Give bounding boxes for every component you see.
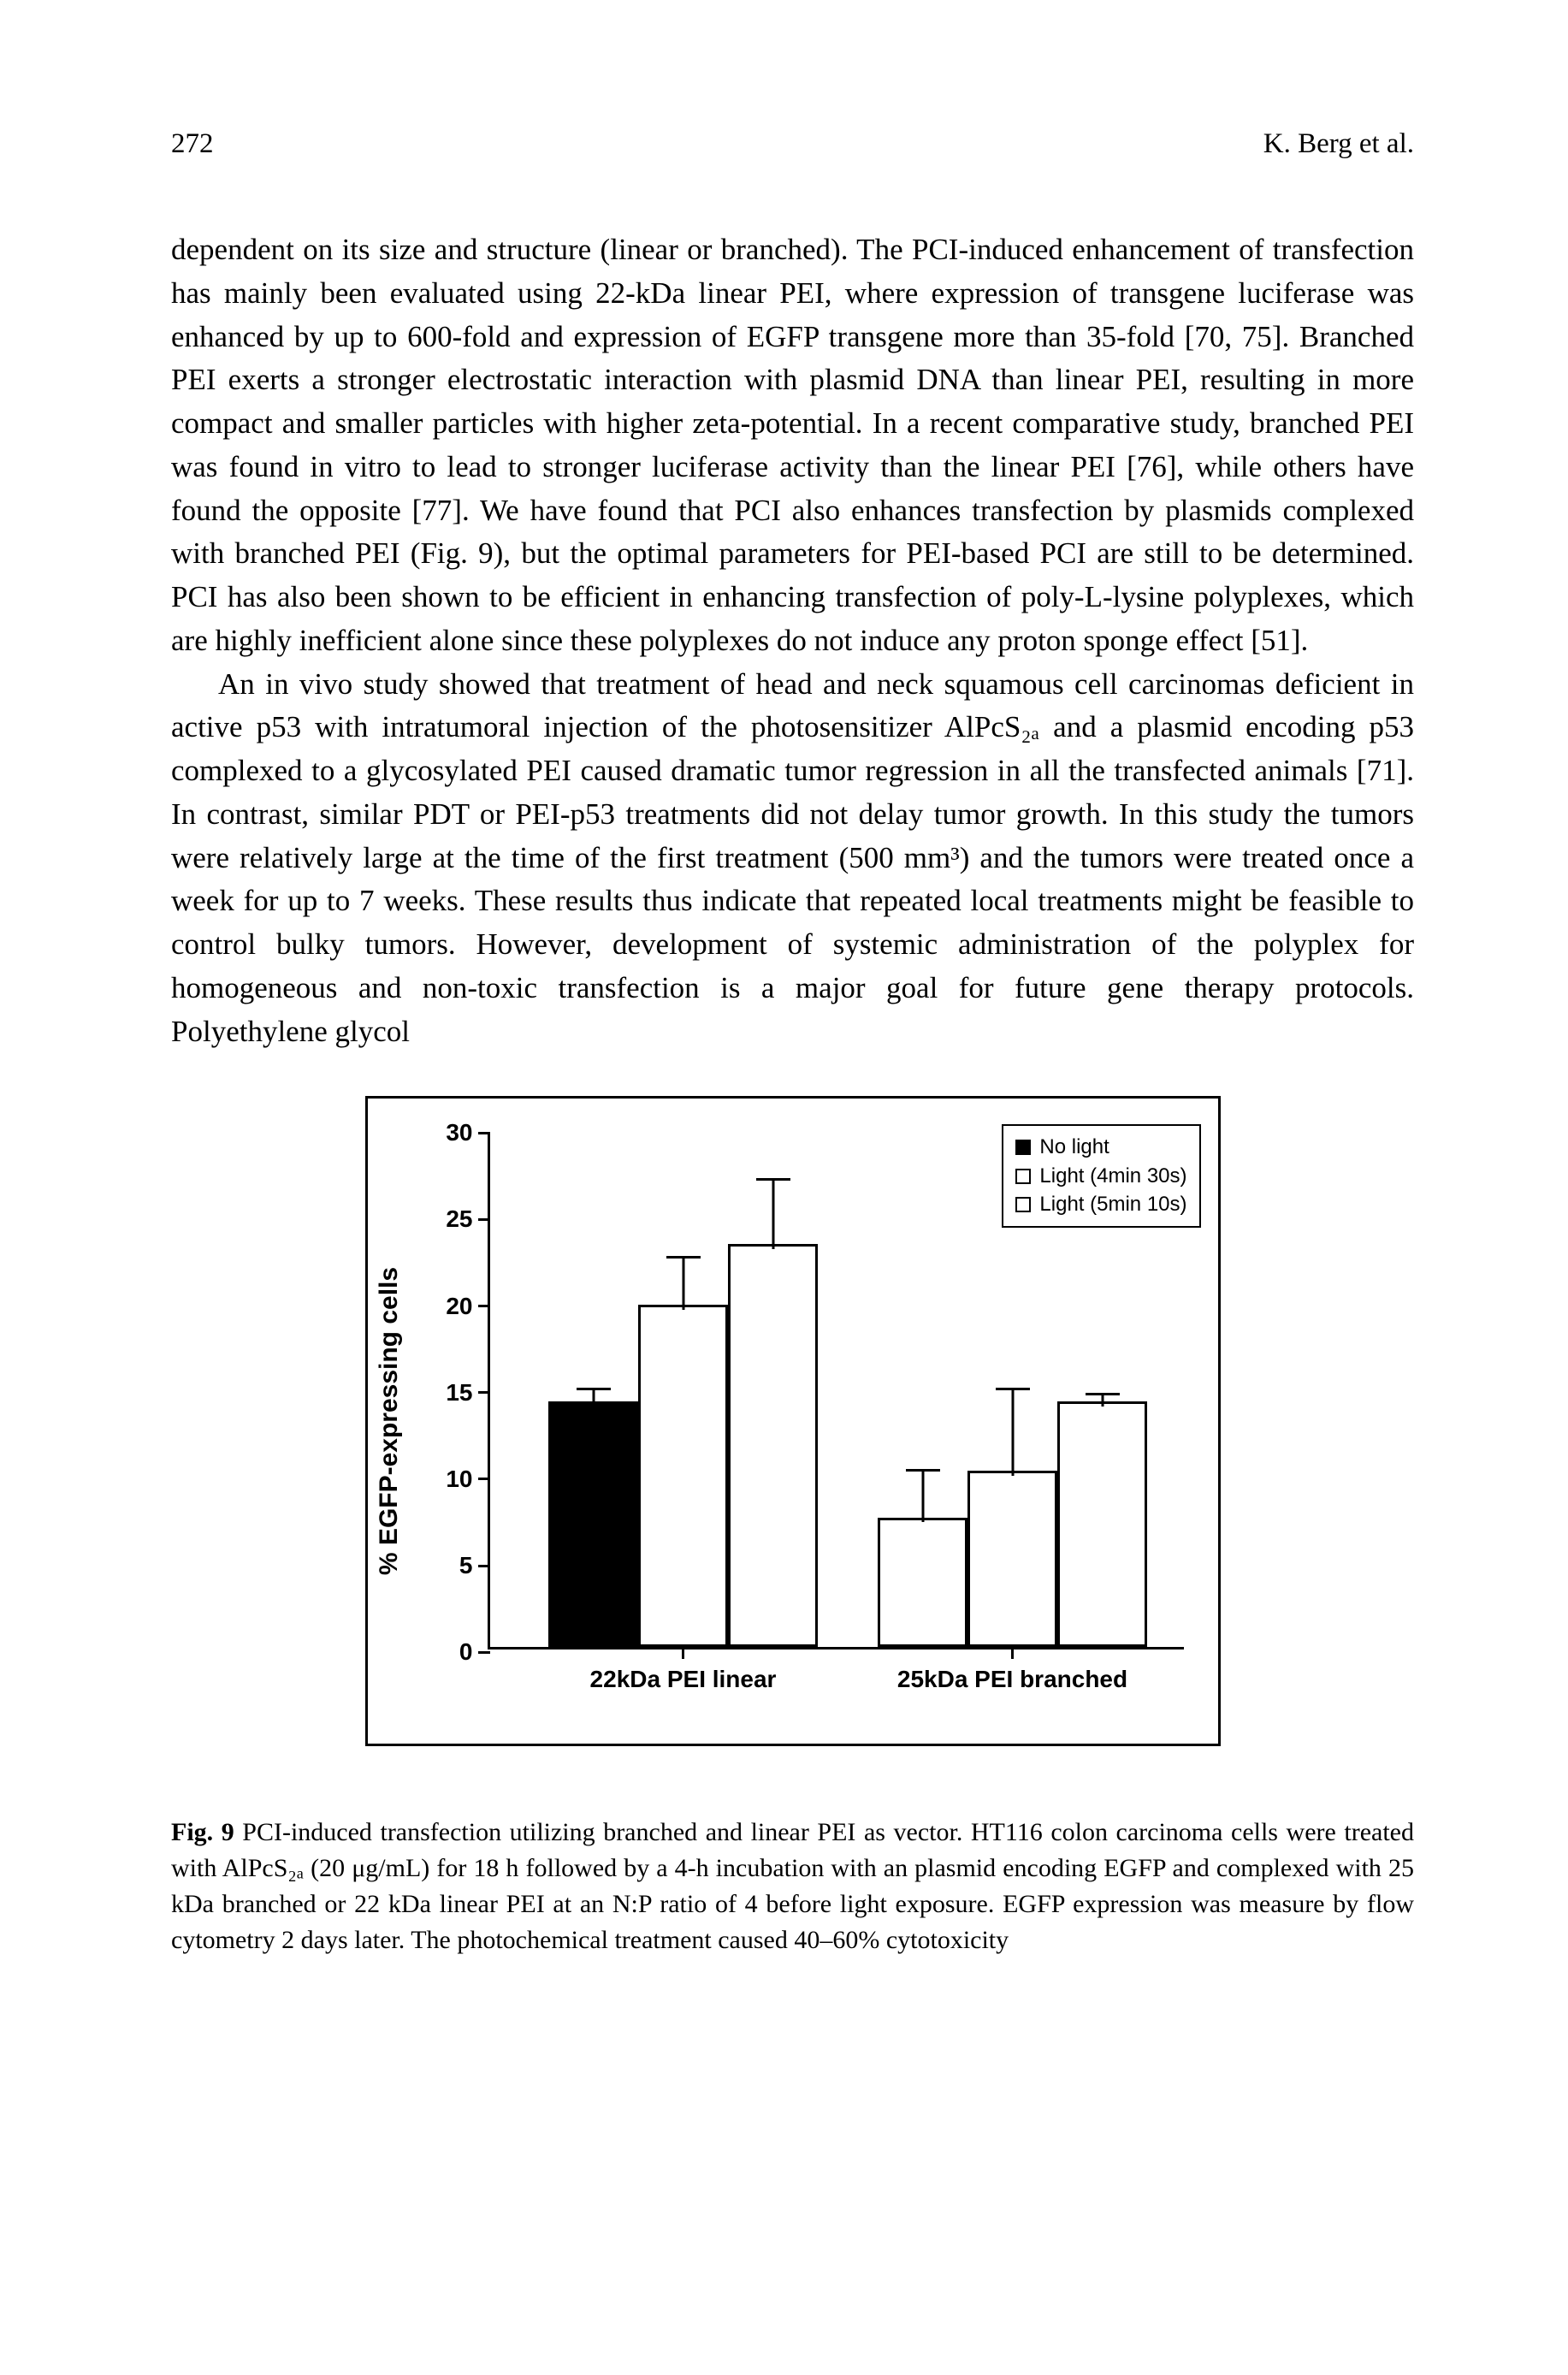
running-head: K. Berg et al. [1263, 128, 1414, 160]
x-category-label: 22kDa PEI linear [590, 1666, 777, 1693]
y-axis-label: % EGFP-expressing cells [375, 1267, 404, 1575]
y-tick-label: 15 [446, 1379, 472, 1407]
error-cap [756, 1178, 790, 1181]
legend-swatch [1015, 1140, 1031, 1155]
y-tick-label: 5 [459, 1552, 473, 1579]
legend-label: Light (5min 10s) [1039, 1190, 1186, 1219]
bar [728, 1244, 818, 1647]
bar [967, 1471, 1057, 1647]
caption-text: PCI-induced transfection utilizing branc… [171, 1818, 1414, 1954]
x-tick [1011, 1647, 1014, 1659]
legend-swatch [1015, 1197, 1031, 1212]
y-tick-label: 0 [459, 1638, 473, 1666]
y-tick [478, 1305, 490, 1307]
y-tick-label: 25 [446, 1205, 472, 1233]
paragraph-2: An in vivo study showed that treatment o… [171, 663, 1414, 1054]
error-bar [772, 1180, 774, 1249]
y-tick-label: 20 [446, 1293, 472, 1320]
legend-label: No light [1039, 1133, 1109, 1162]
error-cap [1086, 1393, 1120, 1395]
legend-swatch [1015, 1169, 1031, 1184]
caption-label: Fig. 9 [171, 1818, 234, 1846]
y-tick [478, 1132, 490, 1134]
y-tick [478, 1478, 490, 1480]
body-text: dependent on its size and structure (lin… [171, 228, 1414, 1053]
figure-caption: Fig. 9 PCI-induced transfection utilizin… [171, 1815, 1414, 1958]
error-bar [592, 1389, 595, 1407]
bar [548, 1401, 638, 1647]
error-cap [666, 1256, 701, 1259]
error-bar [1101, 1395, 1104, 1407]
x-category-label: 25kDa PEI branched [897, 1666, 1127, 1693]
running-header: 272 K. Berg et al. [171, 128, 1414, 160]
chart-frame: % EGFP-expressing cells 0 5 10 15 20 25 30 22kD… [365, 1096, 1221, 1746]
legend-label: Light (4min 30s) [1039, 1162, 1186, 1191]
error-bar [682, 1258, 684, 1310]
bar [638, 1305, 728, 1648]
error-cap [996, 1388, 1030, 1390]
error-bar [1011, 1389, 1014, 1476]
legend: No lightLight (4min 30s)Light (5min 10s) [1002, 1124, 1200, 1228]
error-cap [906, 1469, 940, 1472]
error-cap [577, 1388, 611, 1390]
legend-row: Light (4min 30s) [1015, 1162, 1186, 1191]
legend-row: Light (5min 10s) [1015, 1190, 1186, 1219]
bar [1057, 1401, 1147, 1647]
y-tick [478, 1391, 490, 1394]
legend-row: No light [1015, 1133, 1186, 1162]
y-tick [478, 1218, 490, 1221]
y-tick-label: 30 [446, 1119, 472, 1146]
bar [878, 1518, 967, 1648]
page-number: 272 [171, 128, 214, 160]
y-tick [478, 1565, 490, 1567]
figure-9: % EGFP-expressing cells 0 5 10 15 20 25 30 22kD… [171, 1096, 1414, 1958]
page: 272 K. Berg et al. dependent on its size… [0, 0, 1568, 2375]
error-bar [921, 1471, 924, 1523]
x-tick [682, 1647, 684, 1659]
y-tick [478, 1651, 490, 1654]
paragraph-1: dependent on its size and structure (lin… [171, 228, 1414, 663]
y-tick-label: 10 [446, 1466, 472, 1493]
